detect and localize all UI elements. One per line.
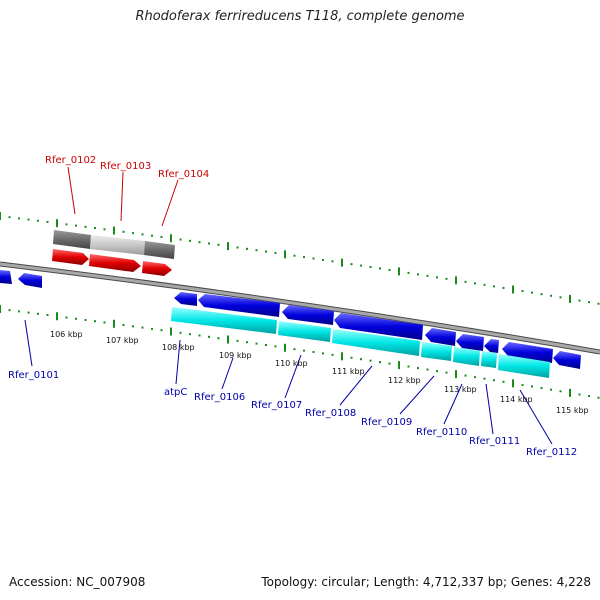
kbp-label-115: 115 kbp <box>556 406 589 415</box>
gene-rfer-0108[interactable] <box>334 313 423 340</box>
kbp-label-107: 107 kbp <box>106 336 139 345</box>
label-rfer-0108[interactable]: Rfer_0108 <box>305 408 356 419</box>
label-rfer-0107[interactable]: Rfer_0107 <box>251 400 302 411</box>
label-atpc[interactable]: atpC <box>164 387 187 398</box>
label-rfer-0103[interactable]: Rfer_0103 <box>100 161 151 172</box>
label-rfer-0104[interactable]: Rfer_0104 <box>158 169 209 180</box>
reverse-gene-track <box>0 270 581 369</box>
cds-rfer-0104[interactable] <box>144 241 175 259</box>
kbp-scale-labels: 106 kbp 107 kbp 108 kbp 109 kbp 110 kbp … <box>50 330 589 415</box>
forward-gene-labels: Rfer_0102 Rfer_0103 Rfer_0104 <box>45 155 209 180</box>
kbp-label-114: 114 kbp <box>500 395 533 404</box>
kbp-label-113: 113 kbp <box>444 385 477 394</box>
gene-rfer-0102[interactable] <box>52 249 89 265</box>
cds-rfer-0111[interactable] <box>481 351 497 368</box>
gene-rfer-0110[interactable] <box>456 334 484 351</box>
kbp-label-109: 109 kbp <box>219 351 252 360</box>
cds-rfer-0110[interactable] <box>453 347 480 366</box>
gene-rfer-0106[interactable] <box>198 294 280 317</box>
label-rfer-0112[interactable]: Rfer_0112 <box>526 447 577 458</box>
kbp-label-110: 110 kbp <box>275 359 308 368</box>
cds-rfer-0112[interactable] <box>498 354 550 378</box>
gene-rfer-0109[interactable] <box>425 328 456 346</box>
gene-atpc[interactable] <box>174 292 197 306</box>
cds-rfer-0109[interactable] <box>421 342 452 361</box>
label-rfer-0102[interactable]: Rfer_0102 <box>45 155 96 166</box>
gene-rfer-0101[interactable] <box>18 273 42 288</box>
lower-tick-row <box>0 305 600 399</box>
accession-text: Accession: NC_007908 <box>9 575 146 589</box>
kbp-label-108: 108 kbp <box>162 343 195 352</box>
cds-rfer-0108[interactable] <box>332 329 420 356</box>
label-rfer-0110[interactable]: Rfer_0110 <box>416 427 467 438</box>
gene-rfer-0107[interactable] <box>282 305 334 325</box>
reverse-gene-labels: Rfer_0101 atpC Rfer_0106 Rfer_0107 Rfer_… <box>8 370 577 458</box>
gene-rfer-0103[interactable] <box>89 254 141 272</box>
label-rfer-0111[interactable]: Rfer_0111 <box>469 436 520 447</box>
gene-rfer-0112[interactable] <box>502 342 553 363</box>
cds-rfer-0107[interactable] <box>278 321 331 342</box>
label-rfer-0106[interactable]: Rfer_0106 <box>194 392 245 403</box>
kbp-label-106: 106 kbp <box>50 330 83 339</box>
label-leader-lines <box>24 166 553 445</box>
kbp-label-111: 111 kbp <box>332 367 365 376</box>
label-rfer-0109[interactable]: Rfer_0109 <box>361 417 412 428</box>
gene-rfer-0111[interactable] <box>484 339 499 353</box>
gene-rfer-0101-a[interactable] <box>0 270 12 284</box>
kbp-label-112: 112 kbp <box>388 376 421 385</box>
forward-cds-track <box>53 230 175 259</box>
topology-summary: Topology: circular; Length: 4,712,337 bp… <box>261 575 591 589</box>
gene-rfer-0104[interactable] <box>142 261 172 276</box>
upper-tick-row <box>0 212 600 305</box>
map-title: Rhodoferax ferrireducens T118, complete … <box>135 9 465 24</box>
cds-rfer-0103[interactable] <box>90 235 145 255</box>
cds-rfer-0102[interactable] <box>53 230 91 249</box>
reverse-cds-track <box>171 307 550 378</box>
label-rfer-0101[interactable]: Rfer_0101 <box>8 370 59 381</box>
cds-atpc-rfer-0106[interactable] <box>171 307 277 334</box>
gene-rfer-0112-b[interactable] <box>553 351 581 369</box>
forward-gene-track <box>52 249 172 276</box>
